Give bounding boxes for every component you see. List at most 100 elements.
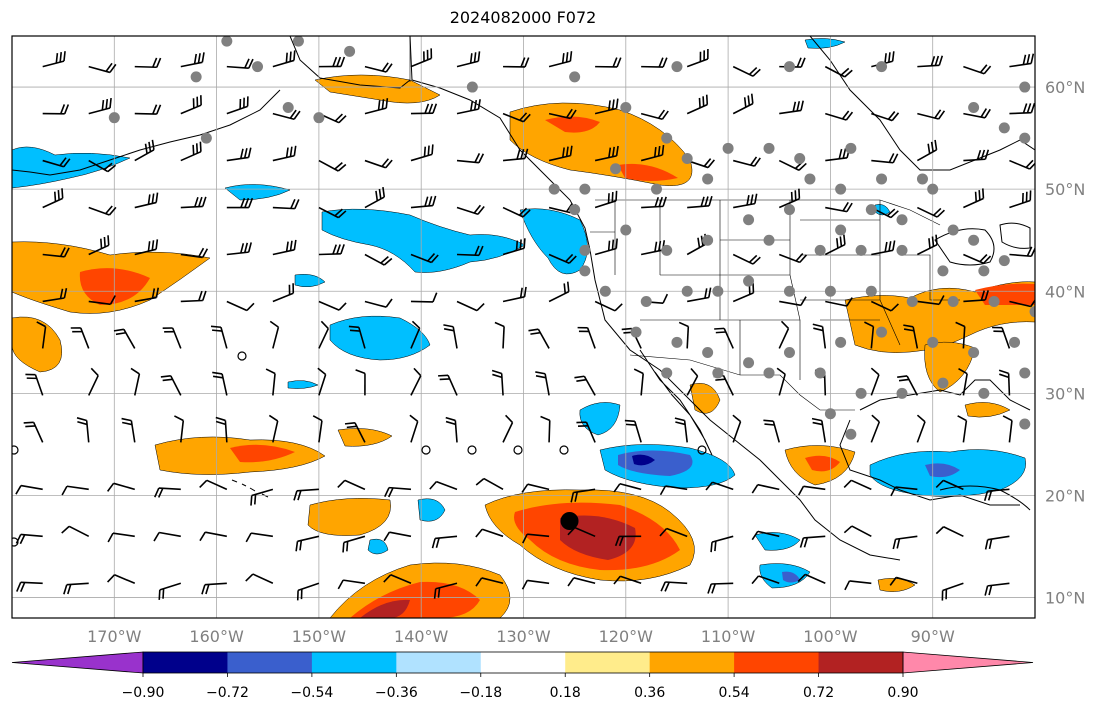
wind-barb [799,535,826,548]
wind-barb [384,486,412,498]
station-dot [650,183,662,195]
wind-barb [113,328,136,349]
wind-barb [154,487,181,498]
wind-barb [245,532,273,543]
station-dot [681,285,693,297]
wind-barb [892,535,918,550]
wind-barb [272,283,295,303]
wind-barb [383,531,412,542]
wind-barb [445,416,458,443]
wind-barb [162,327,182,349]
wind-barb [15,484,43,495]
wind-barb [121,417,136,443]
wind-barb [317,367,327,396]
station-dot [968,234,980,246]
station-dot [579,265,591,277]
shade-region [782,571,800,583]
longitude-label: 160°W [189,627,244,646]
station-dot [200,132,212,144]
wind-barb [779,100,804,115]
station-dot [978,387,990,399]
wind-barbs [15,48,1035,601]
longitude-labels: 170°W 160°W 150°W 140°W 130°W 120°W 110°W 100°W… [87,627,955,646]
station-dot [743,214,755,226]
shade-region [12,146,131,189]
colorbar-label: 0.54 [719,685,750,701]
wind-barb [998,369,1011,396]
wind-barb [548,281,570,303]
station-dot [1019,418,1031,430]
wind-barb [272,239,297,256]
wind-barb [433,582,458,599]
station-dot [681,153,693,165]
wind-barb [342,535,366,553]
wind-barb [687,287,712,303]
wind-barb [751,575,780,585]
wind-barb [210,325,228,349]
wind-barb [640,109,669,120]
latitude-label: 50°N [1045,180,1085,199]
wind-barb [180,196,207,209]
colorbar-label: −0.36 [375,685,418,701]
wind-barb [870,414,881,443]
shade-region [805,455,840,472]
wind-barb [686,367,699,396]
wind-barb [88,62,117,74]
wind-barb [577,326,596,349]
station-dot [835,224,847,236]
coastline-north-america-west [409,36,901,561]
wind-barb [528,328,550,349]
colorbar-segment [227,652,313,673]
station-dot [968,101,980,113]
station-dot [548,183,560,195]
wind-barb [491,369,504,396]
wind-barb [778,188,801,209]
wind-barb [963,108,991,119]
station-dot [108,112,120,124]
wind-barb [410,103,438,115]
station-dot [1019,132,1031,144]
wind-barb [917,109,946,120]
station-dot [916,173,928,185]
wind-barb [797,573,826,585]
station-dot [968,347,980,359]
shade-region [230,444,295,463]
shade-region [307,498,391,536]
station-dot [640,295,652,307]
station-dot [855,244,867,256]
calm-circle [467,445,477,455]
wind-barb [153,531,181,542]
wind-barb [871,240,896,256]
political-borders [409,36,960,411]
wind-barb [521,483,550,493]
wind-barb [871,111,900,122]
wind-barb [42,288,68,303]
colorbar-label: −0.18 [459,685,502,701]
wind-barb [613,575,642,585]
wind-barb [570,488,596,503]
wind-barb [521,579,550,590]
wind-barb [293,488,319,501]
wind-barb [522,533,550,544]
wind-barb [502,414,514,443]
calm-circle [12,537,19,547]
colorbar-extend-high [902,651,1034,674]
station-dot [599,285,611,297]
wind-barb [502,238,526,256]
wind-barb [134,287,160,303]
wind-barb [640,144,665,162]
wind-barb [318,159,347,172]
station-dot [937,377,949,389]
wind-barb [1002,415,1013,443]
wind-barb [1009,53,1035,68]
wind-barb [574,375,596,396]
shade-region [925,463,960,478]
station-dot [896,244,908,256]
station-dot [702,347,714,359]
wind-barb [42,247,70,258]
shade-region [314,74,441,104]
wind-barb [312,415,323,443]
calm-circle [421,445,431,455]
wind-barb [383,574,412,585]
wind-barb [797,485,826,496]
